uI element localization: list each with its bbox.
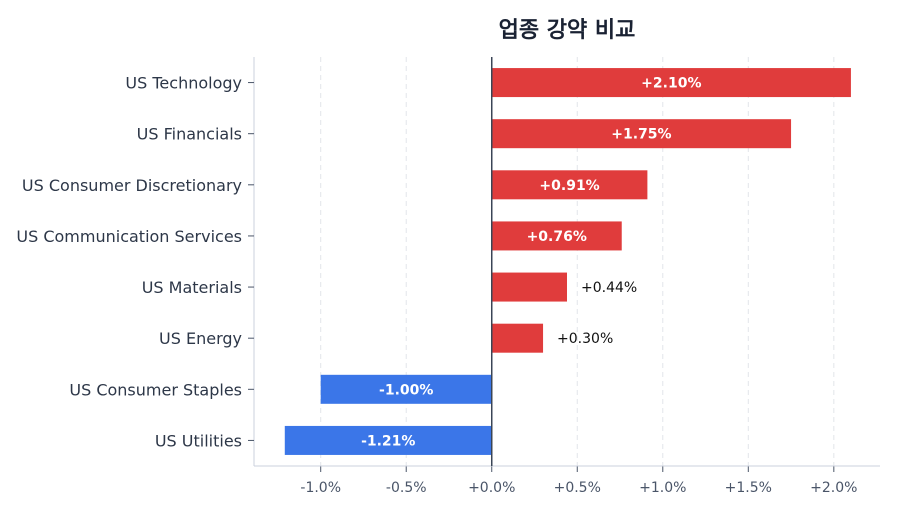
- y-tick-label: US Communication Services: [16, 227, 242, 246]
- data-label: -1.21%: [361, 433, 415, 449]
- x-tick-label: +0.5%: [554, 480, 601, 496]
- x-tick-label: +1.0%: [639, 480, 686, 496]
- x-tick-label: +0.0%: [468, 480, 515, 496]
- data-label: +0.30%: [557, 331, 613, 347]
- data-label: +0.76%: [527, 229, 587, 245]
- data-label: +0.91%: [539, 178, 599, 194]
- data-label: +0.44%: [581, 280, 637, 296]
- y-tick-label: US Technology: [125, 74, 242, 93]
- x-tick-label: -1.0%: [300, 480, 341, 496]
- bar-us-consumer-staples: [320, 374, 492, 404]
- y-tick-label: US Consumer Staples: [69, 380, 242, 399]
- y-tick-label: US Consumer Discretionary: [22, 176, 242, 195]
- bar-us-financials: [491, 119, 792, 149]
- y-tick-label: US Energy: [159, 329, 242, 348]
- y-tick-label: US Materials: [142, 278, 242, 297]
- data-label: -1.00%: [379, 382, 433, 398]
- bar-us-utilities: [284, 425, 492, 455]
- x-tick-label: +1.5%: [725, 480, 772, 496]
- x-tick-label: +2.0%: [810, 480, 857, 496]
- data-label: +2.10%: [641, 76, 701, 92]
- bar-us-materials: [491, 272, 567, 302]
- bar-us-energy: [491, 323, 544, 353]
- y-tick-label: US Financials: [137, 125, 242, 144]
- data-label: +1.75%: [611, 127, 671, 143]
- x-tick-label: -0.5%: [386, 480, 427, 496]
- chart-title: 업종 강약 비교: [499, 18, 636, 43]
- bar-us-technology: [491, 68, 851, 98]
- bar-us-consumer-discretionary: [491, 170, 648, 200]
- bar-us-communication-services: [491, 221, 622, 251]
- y-tick-label: US Utilities: [155, 431, 242, 450]
